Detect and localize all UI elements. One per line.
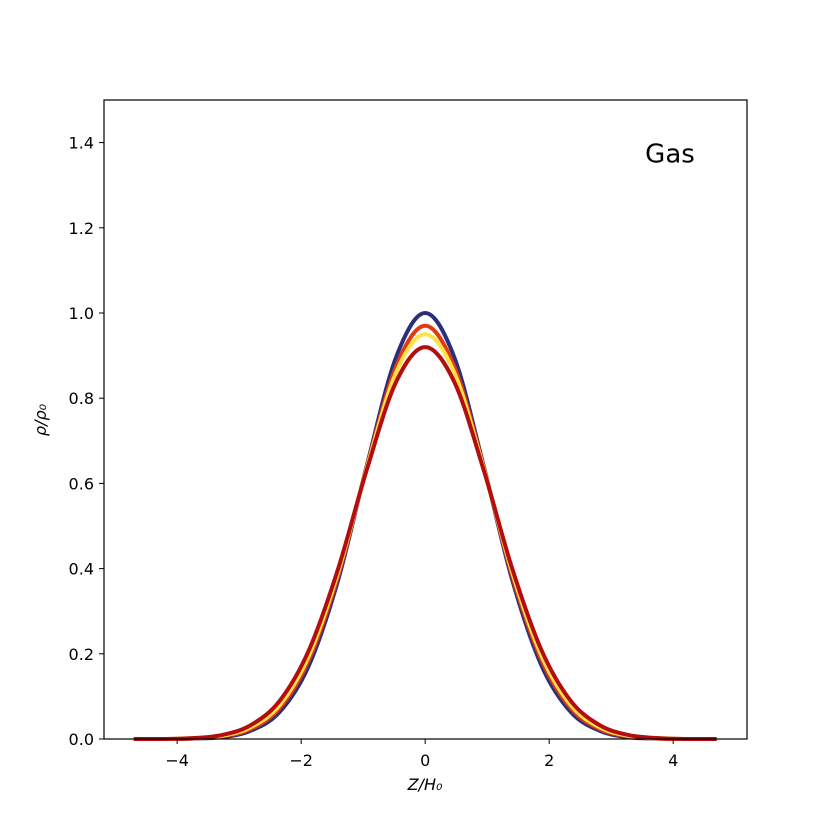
y-tick-label: 1.4 [69,134,94,153]
y-tick-label: 0.2 [69,645,94,664]
x-tick-label: 0 [420,751,430,770]
y-tick-label: 0.0 [69,730,94,749]
curve [133,345,717,742]
x-tick-label: −2 [289,751,313,770]
y-axis-label: ρ/ρ₀ [31,403,50,436]
y-tick-label: 1.2 [69,219,94,238]
y-tick-label: 0.6 [69,474,94,493]
x-tick-label: −4 [165,751,189,770]
x-axis-label: Z/H₀ [407,775,443,794]
y-tick-label: 0.8 [69,389,94,408]
y-tick-label: 1.0 [69,304,94,323]
x-tick-label: 2 [544,751,554,770]
annotation: Gas [645,140,695,170]
y-tick-label: 0.4 [69,560,94,579]
x-tick-label: 4 [668,751,678,770]
